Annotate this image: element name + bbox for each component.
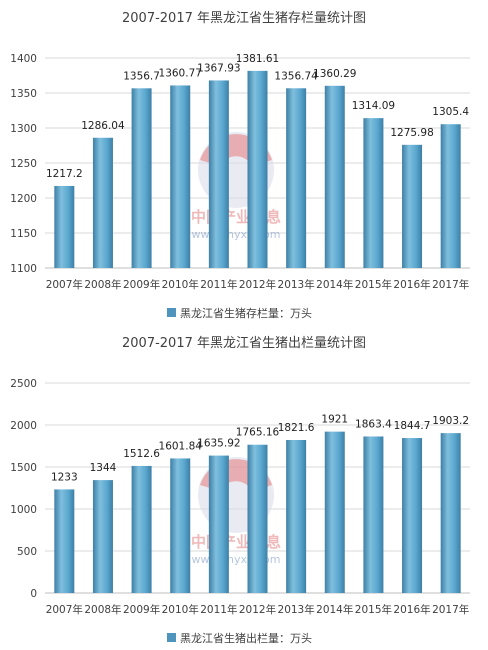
x-tick-label: 2013年 (278, 278, 315, 291)
bar (286, 88, 307, 268)
y-tick-label: 1250 (10, 158, 37, 170)
data-label: 1367.93 (197, 62, 240, 74)
data-label: 1821.6 (278, 422, 315, 434)
bar (92, 480, 113, 593)
y-tick-label: 1300 (10, 123, 37, 135)
legend-label: 黑龙江省生猪存栏量：万头 (180, 306, 312, 320)
data-label: 1921 (321, 414, 348, 426)
bar (402, 144, 423, 268)
x-tick-label: 2009年 (123, 278, 160, 291)
bar (440, 124, 461, 268)
x-tick-label: 2010年 (162, 278, 199, 291)
bar (208, 80, 229, 268)
bar (363, 118, 384, 269)
bar (247, 70, 268, 268)
x-tick-label: 2011年 (200, 278, 237, 291)
y-tick-label: 1400 (10, 53, 37, 65)
x-tick-label: 2012年 (239, 278, 276, 291)
slaughter-chart: 2007-2017 年黑龙江省生猪出栏量统计图 0 500 1000 1500 2000 2… (10, 336, 470, 645)
stock-chart: 2007-2017 年黑龙江省生猪存栏量统计图 1100 1150 1200 1250 1… (10, 11, 470, 320)
bar (131, 465, 152, 593)
data-label: 1314.09 (352, 100, 395, 112)
x-tick-label: 2013年 (278, 603, 315, 616)
x-tick-label: 2010年 (162, 603, 199, 616)
data-label: 1635.92 (197, 438, 240, 450)
data-label: 1512.6 (123, 448, 160, 460)
bar (170, 85, 191, 268)
bar (92, 137, 113, 268)
y-tick-label: 1500 (10, 462, 37, 474)
y-tick-label: 1000 (10, 504, 37, 516)
bar (170, 458, 191, 593)
bar (54, 185, 75, 268)
x-tick-label: 2014年 (316, 278, 353, 291)
data-label: 1305.4 (432, 106, 469, 118)
x-tick-label: 2009年 (123, 603, 160, 616)
bar (363, 436, 384, 593)
data-label: 1360.77 (159, 67, 202, 79)
x-tick-label: 2016年 (393, 603, 430, 616)
x-tick-label: 2012年 (239, 603, 276, 616)
x-tick-label: 2016年 (393, 278, 430, 291)
data-label: 1903.2 (432, 415, 469, 427)
bar (208, 455, 229, 593)
data-label: 1286.04 (81, 120, 125, 132)
data-label: 1360.29 (313, 68, 356, 80)
x-tick-label: 2017年 (432, 278, 469, 291)
bar (324, 431, 345, 593)
y-tick-label: 0 (30, 588, 37, 600)
data-label: 1863.4 (355, 418, 392, 430)
data-label: 1356.7 (123, 70, 160, 82)
legend-swatch (167, 633, 176, 642)
data-label: 1233 (51, 471, 78, 483)
bar (286, 439, 307, 593)
data-label: 1275.98 (390, 127, 433, 139)
y-tick-label: 1100 (10, 263, 37, 275)
x-tick-label: 2015年 (355, 278, 392, 291)
bar (324, 85, 345, 268)
data-label: 1765.16 (236, 427, 280, 439)
x-tick-label: 2007年 (46, 278, 83, 291)
data-label: 1217.2 (46, 168, 83, 180)
bar (402, 438, 423, 593)
chart-title: 2007-2017 年黑龙江省生猪存栏量统计图 (122, 11, 366, 26)
y-tick-label: 1150 (10, 228, 37, 240)
data-label: 1356.74 (274, 70, 318, 82)
bar (247, 444, 268, 593)
watermark-name: 中国产业信息 (191, 208, 281, 226)
bar (440, 433, 461, 593)
y-tick-label: 2000 (10, 420, 37, 432)
x-tick-label: 2015年 (355, 603, 392, 616)
data-label: 1344 (90, 462, 117, 474)
legend: 黑龙江省生猪出栏量：万头 (167, 631, 312, 645)
legend-label: 黑龙江省生猪出栏量：万头 (180, 631, 312, 645)
bar (54, 489, 75, 593)
data-label: 1844.7 (394, 420, 431, 432)
x-tick-label: 2008年 (84, 603, 121, 616)
x-tick-label: 2011年 (200, 603, 237, 616)
data-label: 1601.84 (159, 440, 203, 452)
y-tick-label: 2500 (10, 378, 37, 390)
x-tick-label: 2007年 (46, 603, 83, 616)
y-tick-label: 1200 (10, 193, 37, 205)
x-tick-label: 2014年 (316, 603, 353, 616)
bar (131, 88, 152, 268)
data-label: 1381.61 (236, 53, 279, 65)
legend: 黑龙江省生猪存栏量：万头 (167, 306, 312, 320)
x-tick-label: 2017年 (432, 603, 469, 616)
watermark-name: 中国产业信息 (191, 533, 281, 551)
chart-title: 2007-2017 年黑龙江省生猪出栏量统计图 (122, 336, 366, 351)
y-tick-label: 500 (17, 546, 37, 558)
y-tick-label: 1350 (10, 88, 37, 100)
legend-swatch (167, 308, 176, 317)
x-tick-label: 2008年 (84, 278, 121, 291)
